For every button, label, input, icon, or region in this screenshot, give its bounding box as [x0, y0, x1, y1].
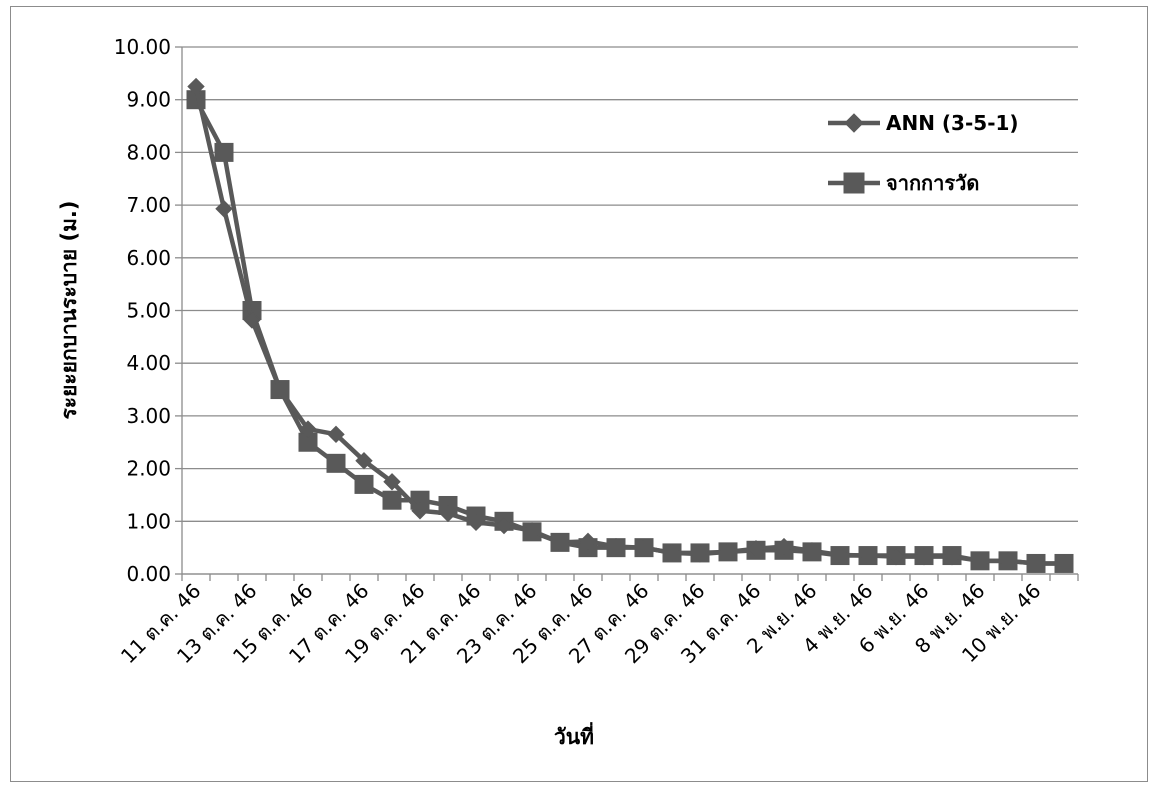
- diamond-marker: [355, 451, 373, 470]
- diamond-marker: [831, 546, 849, 564]
- diamond-marker: [663, 544, 681, 562]
- diamond-marker: [383, 473, 401, 491]
- series-measured: [186, 90, 1074, 573]
- axes: [181, 47, 1079, 581]
- diamond-marker: [327, 425, 345, 444]
- y-tick-label: 3.00: [126, 404, 171, 428]
- diamond-marker: [299, 420, 317, 438]
- diamond-marker: [215, 200, 233, 218]
- legend: ANN (3-5-1) จากการวัด: [828, 111, 1019, 195]
- y-tick-label: 4.00: [126, 351, 171, 375]
- y-tick-label: 10.00: [114, 35, 171, 59]
- legend-item: จากการวัด: [828, 171, 979, 195]
- diamond-marker: [579, 532, 597, 551]
- y-tick-label: 6.00: [126, 246, 171, 270]
- y-tick-label: 5.00: [126, 299, 171, 323]
- square-marker: [214, 142, 234, 162]
- y-tick-label: 1.00: [126, 509, 171, 533]
- y-tick-label: 9.00: [126, 88, 171, 112]
- diamond-marker: [1055, 554, 1073, 573]
- diamond-marker: [467, 513, 485, 532]
- diamond-marker: [915, 547, 933, 566]
- diamond-marker: [887, 547, 905, 566]
- square-marker: [326, 453, 346, 473]
- y-tick-label: 2.00: [126, 457, 171, 481]
- legend-label: จากการวัด: [886, 171, 979, 195]
- legend-label: ANN (3-5-1): [886, 111, 1019, 135]
- diamond-marker: [691, 545, 709, 563]
- diamond-marker: [775, 537, 793, 556]
- diamond-marker: [607, 537, 625, 556]
- y-tick-label: 0.00: [126, 562, 171, 586]
- square-marker: [382, 490, 402, 510]
- series-ann: [187, 77, 1073, 573]
- legend-item: ANN (3-5-1): [828, 111, 1019, 135]
- series-layer: [186, 77, 1074, 573]
- y-tick-label: 7.00: [126, 193, 171, 217]
- diamond-marker: [187, 77, 205, 96]
- series-line: [194, 98, 1064, 566]
- diamond-marker: [271, 380, 289, 399]
- diamond-marker: [439, 504, 457, 523]
- diamond-marker: [411, 502, 429, 520]
- diamond-marker: [747, 539, 765, 558]
- legend-square-marker: [843, 172, 865, 194]
- x-axis-title: วันที่: [554, 721, 594, 749]
- diamond-marker: [803, 542, 821, 560]
- diamond-marker: [859, 546, 877, 565]
- diamond-marker: [523, 522, 541, 540]
- series-line: [193, 86, 1064, 566]
- diamond-marker: [495, 516, 513, 535]
- diamond-marker: [635, 538, 653, 557]
- chart-frame: [10, 6, 1148, 782]
- diamond-marker: [943, 547, 961, 566]
- y-axis-ticks: 0.00 1.00 2.00 3.00 4.00 5.00 6.00 7.00 8.00 9.00…: [114, 35, 171, 586]
- diamond-marker: [243, 311, 261, 329]
- diamond-marker: [971, 552, 989, 570]
- y-tick-label: 8.00: [126, 140, 171, 164]
- y-axis-title: ระยะยกบานระบาย (ม.): [57, 201, 81, 420]
- diamond-marker: [719, 543, 737, 561]
- diamond-marker: [1027, 554, 1045, 573]
- legend-diamond-marker: [844, 113, 864, 133]
- square-marker: [354, 474, 374, 494]
- diamond-marker: [551, 533, 569, 552]
- diamond-marker: [999, 552, 1017, 570]
